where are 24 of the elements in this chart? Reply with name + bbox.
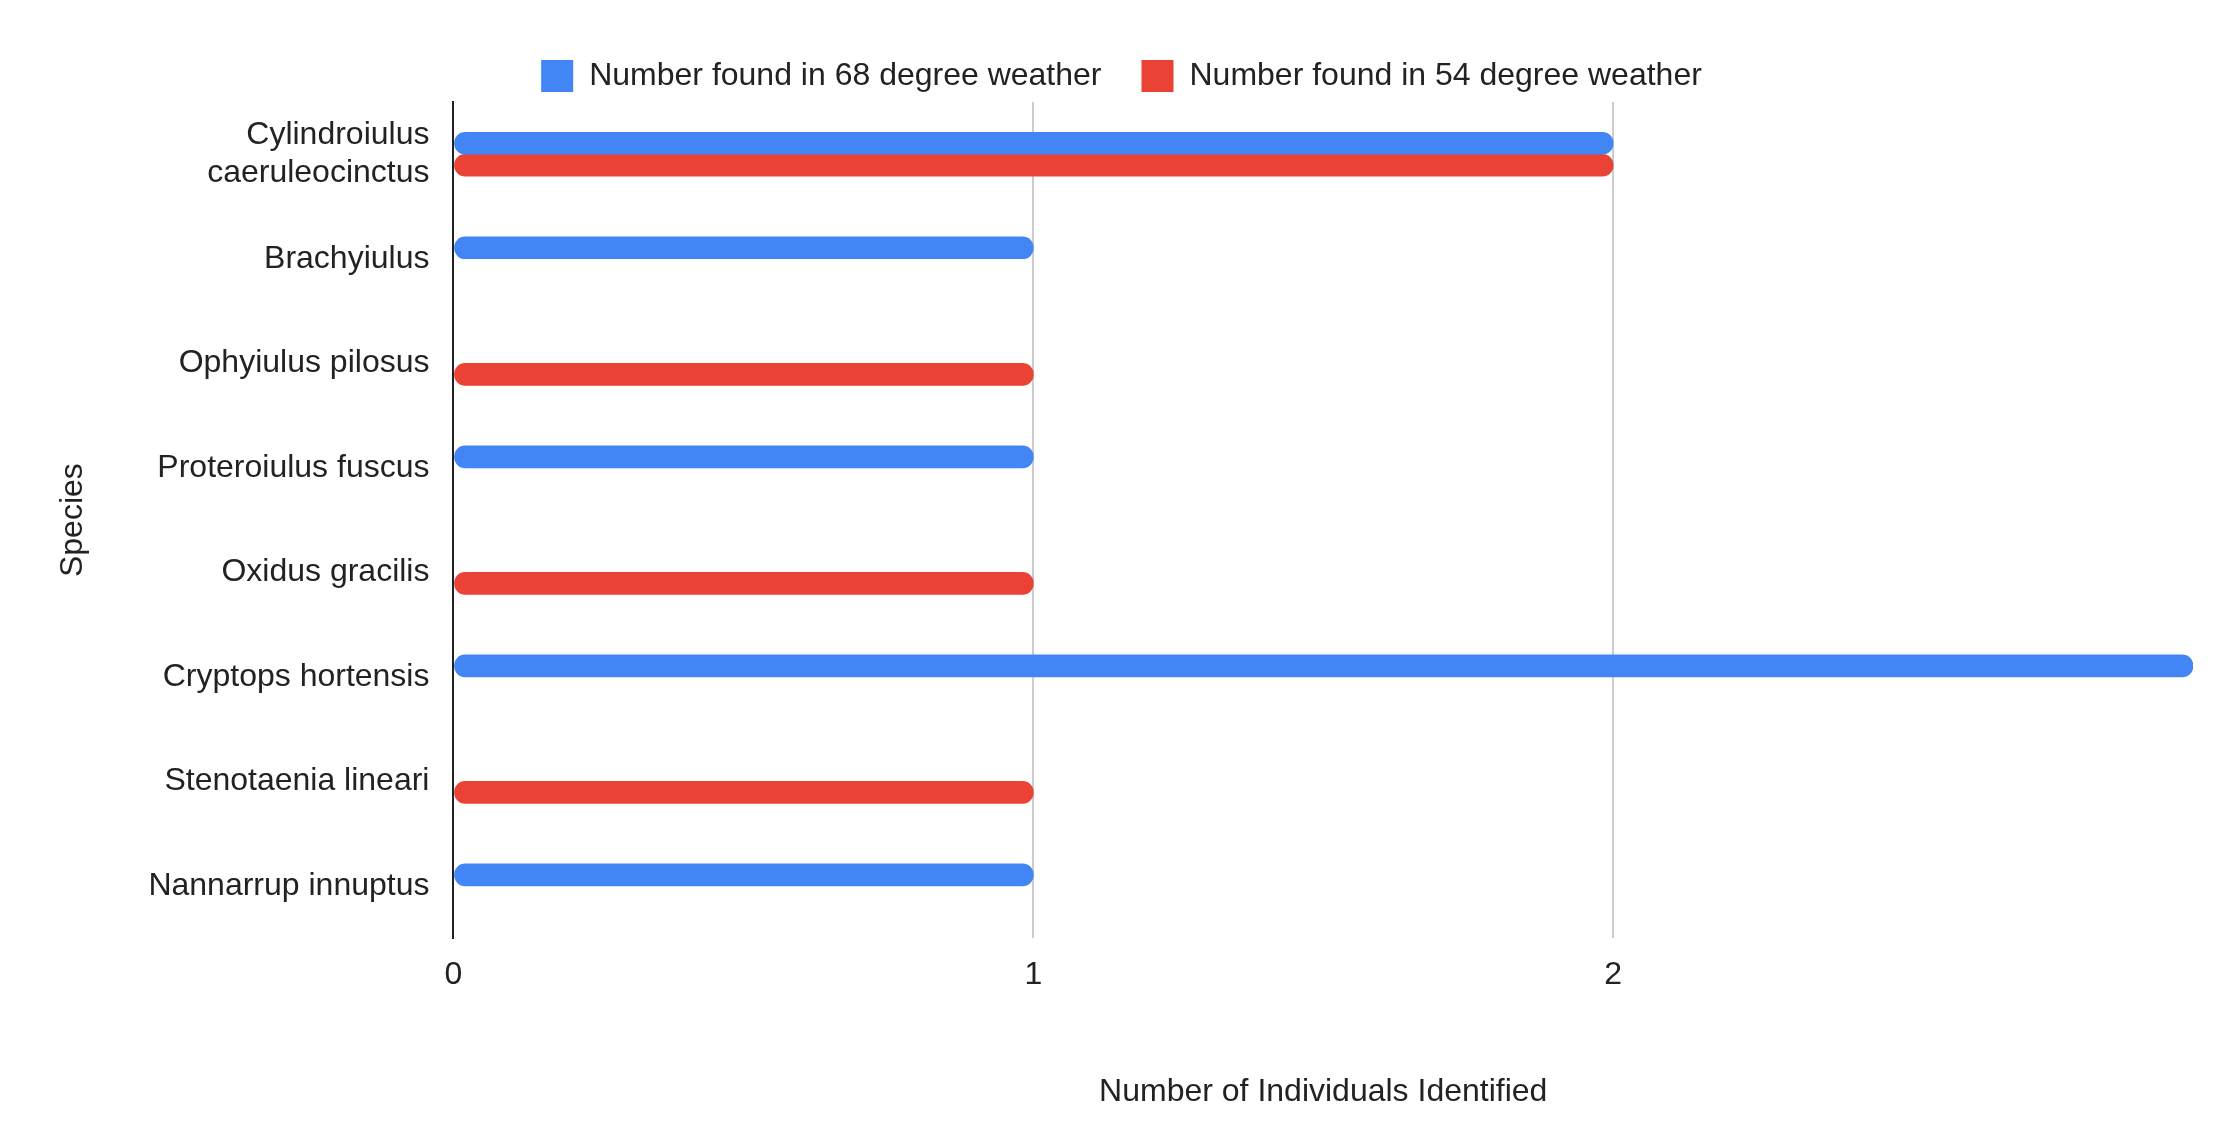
bar	[454, 654, 2193, 678]
legend-label: Number found in 68 degree weather	[589, 55, 1102, 92]
x-axis-title: Number of Individuals Identified	[1099, 1071, 1548, 1108]
y-tick-label: Brachyiulus	[264, 238, 430, 275]
bar	[454, 236, 1034, 260]
y-tick-label: Ophyiulus pilosus	[178, 343, 430, 380]
x-tick-label: 2	[1604, 955, 1623, 992]
y-tick-label: Stenotaenia lineari	[164, 761, 430, 798]
legend-label: Number found in 54 degree weather	[1189, 55, 1703, 92]
bar	[454, 445, 1034, 469]
y-tick-label: Nannarrup innuptus	[148, 865, 430, 902]
y-tick-label: Proteroiulus fuscus	[157, 447, 430, 484]
y-tick-label: Cylindroiulus caeruleocinctus	[207, 114, 430, 190]
x-tick-label: 0	[444, 955, 463, 992]
bar	[454, 781, 1034, 804]
x-tick-label: 1	[1024, 955, 1043, 992]
bar	[454, 572, 1034, 595]
bar	[454, 131, 1614, 155]
bar	[454, 153, 1614, 177]
y-axis-title: Species	[53, 463, 90, 578]
y-tick-label: Cryptops hortensis	[162, 656, 430, 693]
bar	[454, 362, 1034, 386]
y-tick-label: Oxidus gracilis	[221, 552, 430, 589]
bar	[454, 863, 1034, 887]
